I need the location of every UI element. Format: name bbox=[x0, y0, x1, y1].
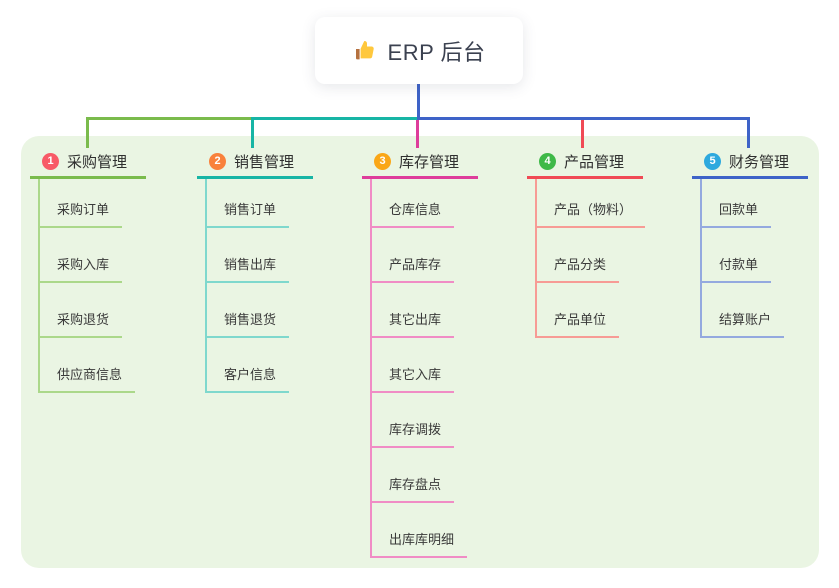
branch-sales-header[interactable]: 2 销售管理 bbox=[197, 146, 313, 179]
root-node-erp[interactable]: ERP 后台 bbox=[315, 17, 523, 84]
branch-title: 库存管理 bbox=[399, 153, 460, 171]
node-receipt-slip[interactable]: 回款单 bbox=[702, 179, 772, 228]
branch-product-children: 产品（物料） 产品分类 产品单位 bbox=[535, 179, 646, 338]
node-product-unit[interactable]: 产品单位 bbox=[537, 283, 620, 338]
branch-title: 产品管理 bbox=[564, 153, 625, 171]
node-sales-outbound[interactable]: 销售出库 bbox=[207, 228, 290, 283]
branch-finance-children: 回款单 付款单 结算账户 bbox=[700, 179, 808, 338]
node-stock-taking[interactable]: 库存盘点 bbox=[372, 448, 455, 503]
node-payment-slip[interactable]: 付款单 bbox=[702, 228, 772, 283]
branch-title: 销售管理 bbox=[234, 153, 295, 171]
node-outbound-detail[interactable]: 出库库明细 bbox=[372, 503, 468, 558]
branch-product-header[interactable]: 4 产品管理 bbox=[527, 146, 643, 179]
node-customer-info[interactable]: 客户信息 bbox=[207, 338, 290, 393]
branch-finance: 5 财务管理 回款单 付款单 结算账户 bbox=[692, 146, 808, 338]
branch-finance-header[interactable]: 5 财务管理 bbox=[692, 146, 808, 179]
root-node-label: ERP 后台 bbox=[387, 39, 486, 65]
bus-line-sales bbox=[251, 117, 419, 120]
node-purchase-return[interactable]: 采购退货 bbox=[40, 283, 123, 338]
branch-number-badge: 3 bbox=[374, 152, 391, 170]
branch-product: 4 产品管理 产品（物料） 产品分类 产品单位 bbox=[527, 146, 646, 338]
branch-purchase-header[interactable]: 1 采购管理 bbox=[30, 146, 146, 179]
node-product-stock[interactable]: 产品库存 bbox=[372, 228, 455, 283]
branch-inventory: 3 库存管理 仓库信息 产品库存 其它出库 其它入库 库存调拨 库存盘点 出库库… bbox=[362, 146, 478, 558]
node-supplier-info[interactable]: 供应商信息 bbox=[40, 338, 136, 393]
branch-sales: 2 销售管理 销售订单 销售出库 销售退货 客户信息 bbox=[197, 146, 313, 393]
branch-number-badge: 2 bbox=[209, 152, 226, 170]
branches-background-panel bbox=[21, 136, 819, 568]
node-product-material[interactable]: 产品（物料） bbox=[537, 179, 646, 228]
node-settlement-account[interactable]: 结算账户 bbox=[702, 283, 785, 338]
node-other-outbound[interactable]: 其它出库 bbox=[372, 283, 455, 338]
thumbs-up-icon bbox=[353, 39, 377, 63]
root-connector-line bbox=[417, 84, 420, 118]
branch-inventory-children: 仓库信息 产品库存 其它出库 其它入库 库存调拨 库存盘点 出库库明细 bbox=[370, 179, 478, 558]
branch-title: 财务管理 bbox=[729, 153, 790, 171]
node-stock-transfer[interactable]: 库存调拨 bbox=[372, 393, 455, 448]
branch-purchase-children: 采购订单 采购入库 采购退货 供应商信息 bbox=[38, 179, 146, 393]
node-other-inbound[interactable]: 其它入库 bbox=[372, 338, 455, 393]
node-sales-order[interactable]: 销售订单 bbox=[207, 179, 290, 228]
drop-line-inventory bbox=[416, 120, 419, 148]
node-purchase-order[interactable]: 采购订单 bbox=[40, 179, 123, 228]
node-purchase-inbound[interactable]: 采购入库 bbox=[40, 228, 123, 283]
branch-inventory-header[interactable]: 3 库存管理 bbox=[362, 146, 478, 179]
node-product-category[interactable]: 产品分类 bbox=[537, 228, 620, 283]
bus-line-purchase bbox=[86, 117, 253, 120]
branch-number-badge: 5 bbox=[704, 152, 721, 170]
branch-sales-children: 销售订单 销售出库 销售退货 客户信息 bbox=[205, 179, 313, 393]
branch-purchase: 1 采购管理 采购订单 采购入库 采购退货 供应商信息 bbox=[30, 146, 146, 393]
drop-line-purchase bbox=[86, 117, 89, 148]
drop-line-product bbox=[581, 120, 584, 148]
node-sales-return[interactable]: 销售退货 bbox=[207, 283, 290, 338]
drop-line-sales bbox=[251, 117, 254, 148]
branch-number-badge: 4 bbox=[539, 152, 556, 170]
drop-line-finance bbox=[747, 117, 750, 148]
bus-line-finance bbox=[417, 117, 750, 120]
branch-number-badge: 1 bbox=[42, 152, 59, 170]
node-warehouse-info[interactable]: 仓库信息 bbox=[372, 179, 455, 228]
branch-title: 采购管理 bbox=[67, 153, 128, 171]
